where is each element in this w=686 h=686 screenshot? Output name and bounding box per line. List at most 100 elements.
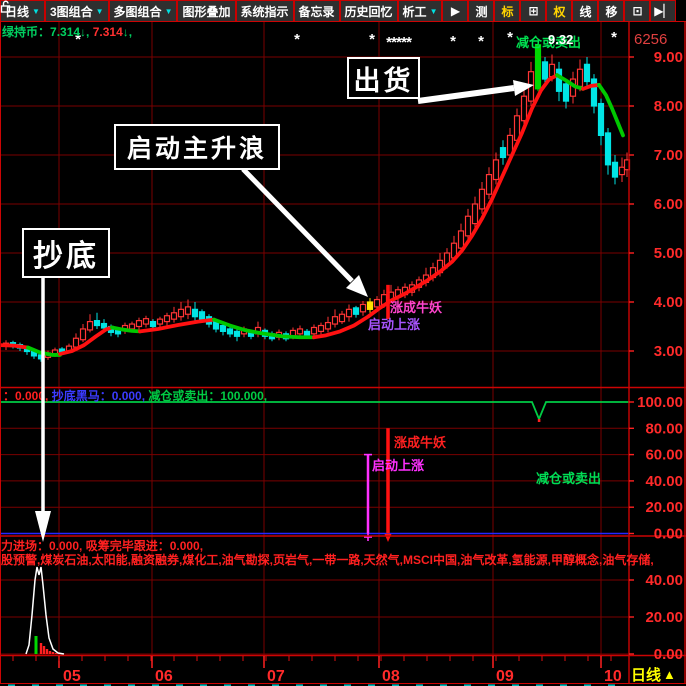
toolbar-button-label: 3图组合 [49, 4, 93, 19]
green-bar [34, 636, 38, 654]
toolbar-button-3图组合[interactable]: 3图组合 ▼ [44, 0, 109, 22]
candle-body [583, 63, 591, 83]
chuhuo-arrowhead [513, 80, 534, 96]
signal-star: * [391, 34, 397, 51]
signal-star: * [450, 33, 456, 50]
chevron-down-icon: ▼ [32, 6, 40, 16]
toolbar-button-图形叠加[interactable]: 图形叠加 [0, 0, 236, 22]
candle-body [79, 328, 87, 341]
candle-body [597, 102, 605, 137]
peak-label: 9.32 [548, 32, 573, 47]
progress-dash [56, 684, 63, 686]
period-selector[interactable]: 日线 ▲ [631, 665, 685, 684]
signal-star: * [611, 29, 617, 46]
toolbar-button-析工[interactable]: 析工 ▼ [397, 0, 443, 22]
candle-body [135, 320, 143, 328]
dip-marker [537, 419, 541, 422]
signal-star: * [401, 34, 407, 51]
candle-body [338, 313, 346, 323]
signal-star: * [294, 31, 300, 48]
progress-dash [344, 684, 351, 686]
candle-body [93, 320, 101, 327]
progress-dash [488, 684, 495, 686]
signal-star: * [478, 33, 484, 50]
candle-body [366, 301, 374, 310]
toolbar-button-label: ▶▏ [654, 4, 673, 18]
chevron-down-icon: ▼ [95, 6, 104, 16]
chevron-down-icon: ▼ [429, 6, 438, 16]
toolbar-button-标[interactable]: 标 [494, 0, 521, 22]
progress-dash [368, 684, 375, 686]
toolbar-button-label: 日线 [5, 4, 30, 19]
date-label: 05 [63, 668, 81, 685]
annotation-label: 启动主升浪 [126, 135, 267, 163]
candle-body [352, 307, 360, 315]
candle-body [520, 95, 528, 122]
candle-body [156, 318, 164, 325]
price-axis-label: 8.00 [654, 98, 683, 115]
annotation-box-main-rally: 启动主升浪 [114, 124, 280, 170]
toolbar-button-移[interactable]: 移 [598, 0, 625, 22]
toolbar-button-label: 权 [553, 4, 566, 19]
toolbar-button-label: 移 [605, 4, 618, 19]
signal-star: * [369, 31, 375, 48]
progress-dash [224, 684, 231, 686]
date-label: 10 [604, 668, 622, 685]
progress-dash [32, 684, 39, 686]
candle-body [345, 308, 353, 318]
progress-dash [248, 684, 255, 686]
lock-icon [0, 0, 11, 13]
progress-dash [584, 684, 591, 686]
candle-body [576, 68, 584, 87]
candle-body [359, 303, 367, 313]
red-bar [54, 653, 58, 654]
candle-body [72, 337, 80, 348]
toolbar-button-[interactable]: ▶▏ [650, 0, 677, 22]
candle-body [590, 78, 598, 107]
toolbar-button-label: 多图组合 [113, 4, 162, 19]
signal-star: * [386, 34, 392, 51]
price-axis-label: 9.00 [654, 49, 683, 66]
progress-dash [464, 684, 471, 686]
toolbar-button-多图组合[interactable]: 多图组合 ▼ [108, 0, 178, 22]
bottom-axis-label: 0.00 [654, 646, 683, 663]
date-label: 08 [382, 668, 400, 685]
toolbar-button-label: 图形叠加 [182, 4, 231, 19]
quote-header-segment: 7.314 [92, 25, 123, 39]
candle-body [163, 315, 171, 323]
progress-dash [512, 684, 519, 686]
candle-body [177, 308, 185, 318]
toolbar-button-备忘录[interactable]: 备忘录 [293, 0, 340, 22]
ma-line-green [597, 83, 625, 138]
middle-panel-label: 减仓或卖出 [536, 471, 601, 486]
toolbar-button-测[interactable]: 测 [468, 0, 495, 22]
toolbar-button-label: ▶ [450, 4, 461, 18]
progress-dash [152, 684, 159, 686]
middle-axis-label: 100.00 [637, 394, 683, 411]
ma-line-red [138, 317, 216, 334]
toolbar-button-历史回忆[interactable]: 历史回忆 [339, 0, 398, 22]
middle-axis-label: 20.00 [645, 499, 683, 516]
price-axis-label: 3.00 [654, 343, 683, 360]
candle-body [604, 132, 612, 166]
annotation-label: 抄底 [33, 240, 99, 273]
ma-line-red [58, 325, 114, 356]
toolbar-button-label: 备忘录 [298, 4, 335, 19]
bottom-row2: 股预警,煤炭石油,太阳能,融资融券,煤化工,油气勘探,页岩气,一带一路,天然气,… [1, 552, 654, 567]
progress-dash [608, 684, 615, 686]
quote-header-segment: 绿持币： [2, 25, 51, 39]
toolbar-button-线[interactable]: 线 [572, 0, 599, 22]
toolbar-button-[interactable]: ⊞ [520, 0, 547, 22]
progress-dash [272, 684, 279, 686]
toolbar-button-日线[interactable]: 日线 ▼ [0, 0, 45, 22]
progress-dash [176, 684, 183, 686]
middle-axis-label: 80.00 [645, 420, 683, 437]
candle-body [499, 147, 507, 159]
chevron-down-icon: ▼ [164, 6, 173, 16]
progress-dash [80, 684, 87, 686]
ma-line-red [581, 83, 601, 91]
toolbar-button-label: 测 [475, 4, 488, 19]
candle-body [324, 321, 332, 330]
candle-body [562, 83, 570, 102]
